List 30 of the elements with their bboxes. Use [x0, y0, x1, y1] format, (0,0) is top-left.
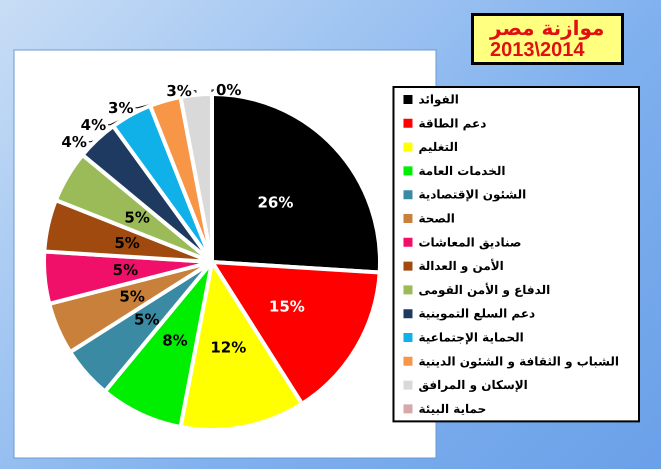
legend-label: دعم الطاقة [418, 116, 486, 130]
legend-label: الخدمات العامة [418, 164, 506, 178]
data-label: 5% [112, 261, 138, 280]
legend-label: الإسكان و المرافق [418, 378, 528, 392]
data-label: 5% [124, 208, 150, 227]
chart-title: موازنة مصر [489, 16, 604, 40]
data-label: 3% [166, 82, 192, 100]
chart-subtitle: 2013\2014 [490, 39, 586, 61]
legend-label: التغليم [418, 140, 458, 154]
data-label: 26% [257, 193, 294, 212]
legend-label: صناديق المعاشات [418, 235, 522, 250]
legend-label: الشئون الإقتصادية [418, 188, 526, 202]
data-label: 4% [61, 132, 87, 151]
data-label: 12% [210, 338, 246, 356]
legend-label: الفوائد [418, 92, 459, 106]
legend-label: الحماية الإجتماعية [418, 330, 524, 344]
legend-label: الأمن و العدالة [418, 258, 504, 274]
data-label: 5% [119, 288, 145, 306]
legend-label: الشباب و الثقافة و الشئون الدينية [418, 354, 620, 368]
data-label: 15% [268, 297, 305, 316]
legend-label: دعم السلع التموينية [418, 306, 536, 321]
data-label: 5% [134, 310, 160, 329]
legend-label: حماية البيئة [418, 402, 486, 416]
data-label: 8% [162, 332, 188, 350]
data-label: 5% [114, 234, 140, 252]
data-label: 3% [108, 98, 134, 117]
legend-label: الصحة [418, 212, 455, 226]
data-label: 4% [80, 116, 106, 134]
legend-label: الدفاع و الأمن القومى [418, 282, 550, 297]
text: 0% [216, 81, 242, 99]
